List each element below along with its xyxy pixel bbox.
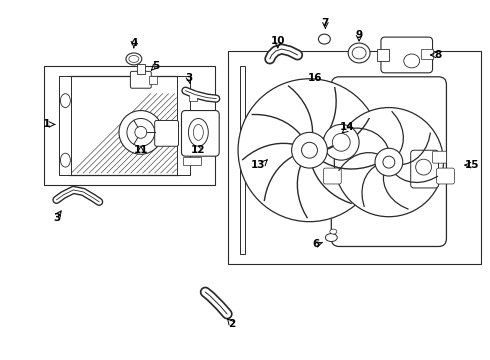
Ellipse shape: [404, 54, 419, 68]
Text: 15: 15: [465, 160, 480, 170]
Text: 6: 6: [313, 239, 320, 249]
Text: 8: 8: [435, 50, 442, 60]
Ellipse shape: [330, 229, 337, 234]
Text: 3: 3: [53, 213, 60, 223]
Text: 7: 7: [322, 18, 329, 28]
Text: 1: 1: [43, 120, 50, 130]
Circle shape: [301, 142, 318, 158]
Ellipse shape: [318, 34, 330, 44]
Circle shape: [119, 111, 163, 154]
Text: 3: 3: [185, 73, 192, 83]
FancyBboxPatch shape: [331, 77, 446, 247]
Text: 11: 11: [134, 145, 148, 155]
Ellipse shape: [348, 43, 370, 63]
Ellipse shape: [325, 234, 337, 242]
Circle shape: [332, 133, 350, 151]
Bar: [70, 76, 178, 175]
Text: 10: 10: [270, 36, 285, 46]
Circle shape: [127, 118, 155, 146]
Bar: [176, 76, 191, 175]
Bar: [377, 49, 389, 61]
Text: 14: 14: [340, 122, 355, 132]
Bar: [190, 91, 197, 100]
Text: 12: 12: [191, 145, 206, 155]
Ellipse shape: [126, 53, 142, 65]
Circle shape: [416, 159, 432, 175]
Bar: [240, 66, 245, 255]
Circle shape: [292, 132, 327, 168]
Text: 9: 9: [356, 30, 363, 40]
FancyBboxPatch shape: [381, 37, 433, 73]
FancyBboxPatch shape: [323, 168, 341, 184]
Text: 16: 16: [308, 73, 323, 83]
FancyBboxPatch shape: [130, 71, 151, 88]
Text: 4: 4: [130, 38, 138, 48]
Circle shape: [334, 108, 443, 217]
Circle shape: [375, 148, 403, 176]
Bar: [44, 66, 215, 185]
Bar: [190, 116, 197, 125]
Circle shape: [238, 79, 381, 222]
Bar: [190, 145, 197, 155]
Text: 2: 2: [228, 319, 236, 329]
FancyBboxPatch shape: [437, 168, 454, 184]
Ellipse shape: [60, 94, 71, 108]
Bar: [137, 64, 145, 74]
Circle shape: [383, 156, 395, 168]
Circle shape: [135, 126, 147, 138]
Text: 5: 5: [152, 61, 159, 71]
Ellipse shape: [352, 47, 366, 59]
Bar: [183, 157, 201, 165]
FancyBboxPatch shape: [433, 151, 446, 163]
Ellipse shape: [189, 118, 208, 146]
Bar: [59, 76, 72, 175]
Bar: [420, 49, 433, 59]
Ellipse shape: [60, 153, 71, 167]
Bar: [228, 51, 481, 264]
Circle shape: [323, 125, 359, 160]
Ellipse shape: [194, 125, 203, 140]
FancyBboxPatch shape: [411, 150, 439, 188]
FancyBboxPatch shape: [155, 121, 178, 146]
Text: 13: 13: [251, 160, 265, 170]
Ellipse shape: [129, 55, 139, 62]
FancyBboxPatch shape: [181, 111, 219, 156]
Bar: [149, 76, 157, 84]
